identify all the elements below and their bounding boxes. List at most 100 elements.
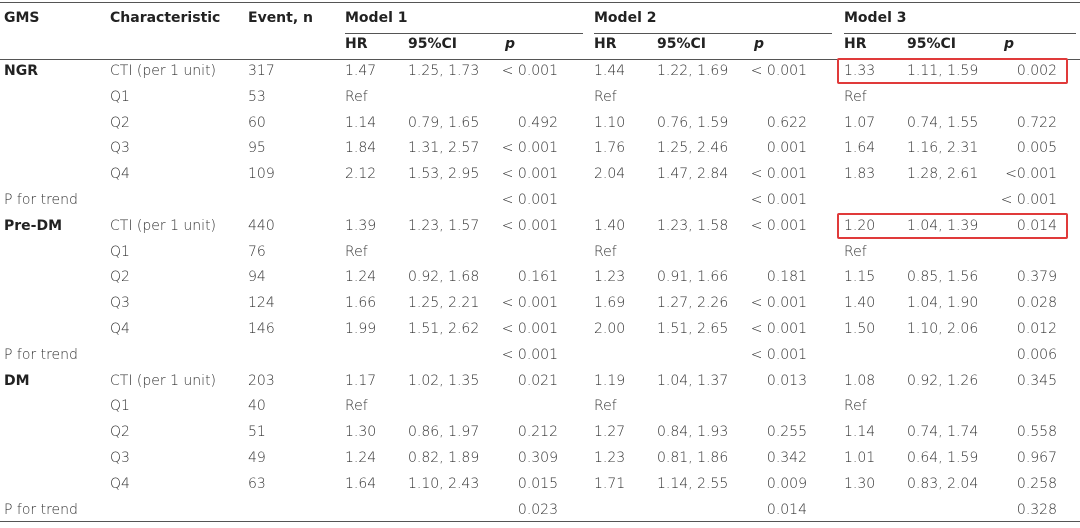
cell: < 0.001 (750, 192, 807, 208)
cell: Ref (844, 398, 867, 415)
cell: 1.30 (844, 475, 876, 492)
group-label: P for trend (4, 501, 78, 518)
cell: 0.379 (1016, 269, 1057, 286)
cell: 317 (248, 63, 275, 79)
model-rule (345, 33, 583, 34)
model-header: Model 3 (844, 10, 907, 26)
cell: < 0.001 (501, 166, 558, 183)
cell: 0.84, 1.93 (657, 424, 729, 441)
cell: 0.79, 1.65 (408, 114, 480, 131)
cell: 0.74, 1.74 (907, 424, 979, 441)
cell: < 0.001 (501, 295, 558, 312)
cell: 0.74, 1.55 (907, 114, 979, 131)
cell: 0.255 (766, 424, 807, 441)
cell: 1.30 (345, 424, 377, 441)
cell: Ref (844, 88, 867, 105)
cell: 40 (248, 398, 266, 415)
cell: Ref (345, 243, 368, 260)
cell: 1.17 (345, 372, 377, 389)
cell: 0.85, 1.56 (907, 269, 979, 286)
cell: 1.76 (594, 140, 626, 157)
cell: 1.15 (844, 269, 876, 286)
cell: CTI (per 1 unit) (110, 217, 217, 234)
cell: 1.02, 1.35 (408, 372, 480, 389)
cell: 1.23 (594, 450, 626, 466)
cell: 1.25, 1.73 (408, 63, 480, 79)
cell: 1.07 (844, 114, 876, 131)
cell: 0.212 (517, 424, 558, 441)
model-header: Model 2 (594, 10, 657, 26)
cell: 146 (248, 321, 275, 337)
cell: 0.015 (517, 475, 558, 492)
cell: 1.50 (844, 321, 876, 337)
cell: 53 (248, 88, 266, 105)
cell: 1.14, 2.55 (657, 475, 729, 492)
cell: < 0.001 (750, 166, 807, 183)
cell: 95 (248, 140, 266, 157)
cell: 1.23 (594, 269, 626, 286)
cell: Q2 (110, 424, 130, 441)
cell: 0.258 (1016, 475, 1057, 492)
top-rule (0, 2, 1080, 3)
cell: 1.99 (345, 321, 377, 337)
cell: 1.83 (844, 166, 876, 183)
cell: 1.33 (844, 63, 876, 79)
cell: < 0.001 (750, 321, 807, 337)
cell: 63 (248, 475, 266, 492)
cell: < 0.001 (1000, 192, 1057, 208)
cell: 49 (248, 450, 266, 466)
cell: 1.23, 1.57 (408, 217, 480, 234)
cell: 1.14 (345, 114, 377, 131)
cell: Q3 (110, 295, 130, 312)
cell: 0.009 (766, 475, 807, 492)
cell: Q2 (110, 114, 130, 131)
group-label: P for trend (4, 192, 78, 208)
column-header: Characteristic (110, 10, 221, 26)
cell: 1.04, 1.90 (907, 295, 979, 312)
cell: 60 (248, 114, 266, 131)
cell: 1.27, 2.26 (657, 295, 729, 312)
cell: 1.51, 2.65 (657, 321, 729, 337)
cell: 0.013 (766, 372, 807, 389)
cell: 51 (248, 424, 266, 441)
cell: 0.021 (517, 372, 558, 389)
cell: 1.47, 2.84 (657, 166, 729, 183)
cell: 1.53, 2.95 (408, 166, 480, 183)
cell: < 0.001 (501, 63, 558, 79)
cell: 0.558 (1016, 424, 1057, 441)
cell: 0.86, 1.97 (408, 424, 480, 441)
sub-header: 95%CI (907, 36, 956, 52)
cell: Q1 (110, 88, 130, 105)
cell: Ref (345, 88, 368, 105)
highlight-box (837, 213, 1068, 239)
cell: 0.83, 2.04 (907, 475, 979, 492)
cell: 2.04 (594, 166, 626, 183)
cell: 1.25, 2.46 (657, 140, 729, 157)
cell: 203 (248, 372, 275, 389)
cell: Q2 (110, 269, 130, 286)
cell: 0.92, 1.68 (408, 269, 480, 286)
cell: 1.47 (345, 63, 377, 79)
cell: Q3 (110, 450, 130, 466)
cell: 1.39 (345, 217, 377, 234)
cell: 1.40 (844, 295, 876, 312)
cell: < 0.001 (750, 295, 807, 312)
cell: 1.64 (844, 140, 876, 157)
cell: 1.71 (594, 475, 626, 492)
cell: 76 (248, 243, 266, 260)
sub-header: 95%CI (408, 36, 457, 52)
cell: 0.81, 1.86 (657, 450, 729, 466)
cell: 94 (248, 269, 266, 286)
cell: 440 (248, 217, 275, 234)
cell: 1.84 (345, 140, 377, 157)
cell: 0.967 (1016, 450, 1057, 466)
group-label: NGR (4, 63, 38, 79)
cell: 0.345 (1016, 372, 1057, 389)
cell: 1.20 (844, 217, 876, 234)
cell: 0.001 (766, 140, 807, 157)
cell: 109 (248, 166, 275, 183)
cell: 1.04, 1.37 (657, 372, 729, 389)
cell: 0.002 (1016, 63, 1057, 79)
cell: Q4 (110, 166, 130, 183)
